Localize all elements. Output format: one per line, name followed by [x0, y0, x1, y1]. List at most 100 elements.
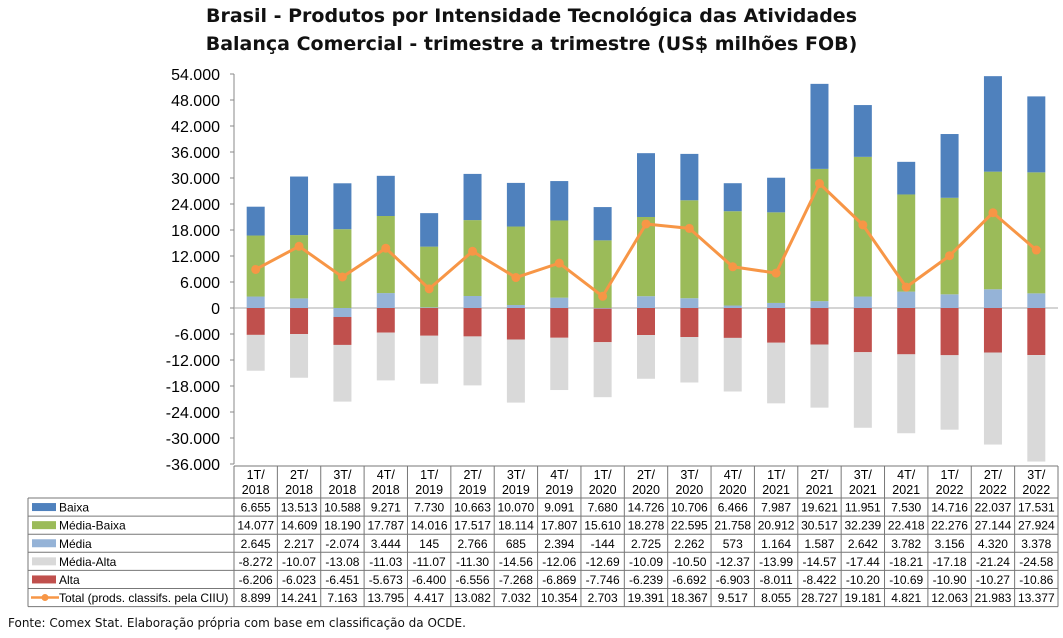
table-cell-value: 18.278 [628, 519, 665, 533]
legend-label: Baixa [59, 501, 89, 515]
table-cell-value: -13.08 [325, 555, 359, 569]
table-cell-value: -6.400 [412, 573, 446, 587]
table-cell-value: 8.055 [761, 591, 791, 605]
category-label-year: 2021 [892, 483, 920, 497]
table-cell-value: -7.268 [499, 573, 533, 587]
total-point [814, 179, 824, 189]
total-point [684, 223, 694, 233]
chart-title: Brasil - Produtos por Intensidade Tecnol… [0, 2, 1063, 58]
bar-m-dia-alta [1027, 355, 1046, 462]
table-cell-value: -8.011 [760, 573, 793, 587]
table-cell-value: 7.530 [891, 501, 921, 515]
bar-m-dia-baixa [680, 200, 699, 299]
bar-m-dia-baixa [897, 194, 916, 292]
table-cell-value: -6.451 [325, 573, 359, 587]
table-cell-value: 19.621 [801, 501, 838, 515]
total-point [1031, 245, 1041, 255]
category-label-year: 2021 [806, 483, 834, 497]
bar-m-dia-alta [463, 336, 482, 386]
total-point [468, 246, 478, 256]
table-cell-value: 7.163 [327, 591, 357, 605]
bar-m-dia-baixa [940, 197, 959, 295]
table-cell-value: 27.144 [975, 519, 1012, 533]
table-cell-value: 21.758 [714, 519, 751, 533]
total-point [554, 258, 564, 268]
bar-baixa [593, 207, 612, 241]
table-cell-value: 9.091 [544, 501, 574, 515]
bar-m-dia-baixa [767, 212, 786, 303]
table-cell-value: 27.924 [1018, 519, 1055, 533]
table-cell-value: 2.703 [588, 591, 618, 605]
bar-m-dia-alta [680, 336, 699, 383]
table-cell-value: -24.58 [1019, 555, 1053, 569]
category-label-year: 2020 [589, 483, 617, 497]
bar-alta [680, 308, 699, 337]
table-cell-value: -10.20 [846, 573, 880, 587]
table-cell-value: -21.24 [976, 555, 1010, 569]
legend-key-swatch [32, 521, 56, 530]
y-tick-label: 6.000 [180, 275, 220, 292]
table-cell-value: 14.077 [237, 519, 274, 533]
total-point [337, 272, 347, 282]
category-label-quarter: 3T/ [1027, 468, 1046, 482]
table-cell-value: -6.556 [456, 573, 490, 587]
table-cell-value: 10.354 [541, 591, 578, 605]
category-label-quarter: 2T/ [463, 468, 482, 482]
bar-m-dia-baixa [463, 220, 482, 297]
total-line-layer [251, 179, 1041, 301]
bar-baixa [680, 153, 699, 201]
y-tick-label: 54.000 [171, 67, 220, 84]
total-point [381, 243, 391, 253]
category-label-year: 2021 [849, 483, 877, 497]
bar-baixa [1027, 96, 1046, 173]
table-cell-value: 9.271 [371, 501, 401, 515]
bar-alta [463, 308, 482, 337]
table-cell-value: 4.821 [891, 591, 921, 605]
bar-m-dia [983, 289, 1002, 308]
chart-title-line-2: Balança Comercial - trimestre a trimestr… [205, 33, 858, 55]
table-cell-value: -12.37 [716, 555, 750, 569]
bar-m-dia [637, 296, 655, 308]
category-label-year: 2019 [502, 483, 530, 497]
table-cell-value: 1.587 [804, 537, 834, 551]
table-cell-value: 19.181 [844, 591, 881, 605]
table-cell-value: -17.18 [933, 555, 967, 569]
table-cell-value: 7.680 [588, 501, 618, 515]
table-cell-value: -18.21 [889, 555, 923, 569]
table-cell-value: 2.394 [544, 537, 574, 551]
bar-m-dia [420, 307, 439, 308]
legend-label: Alta [59, 573, 80, 587]
table-cell-value: 18.367 [671, 591, 708, 605]
bar-m-dia [550, 297, 569, 308]
table-cell-value: -11.30 [456, 555, 489, 569]
bar-m-dia-alta [333, 344, 352, 402]
bar-alta [290, 308, 309, 335]
bar-alta [420, 308, 439, 336]
category-label-year: 2018 [285, 483, 313, 497]
table-cell-value: 1.164 [761, 537, 791, 551]
bar-m-dia-alta [420, 335, 439, 384]
source-note: Fonte: Comex Stat. Elaboração própria co… [8, 616, 466, 630]
bar-m-dia [593, 308, 612, 309]
bar-baixa [810, 83, 829, 169]
bar-baixa [723, 183, 742, 212]
table-cell-value: -144 [591, 537, 615, 551]
category-label-year: 2021 [762, 483, 790, 497]
bar-m-dia-alta [290, 334, 309, 378]
category-label-year: 2020 [632, 483, 660, 497]
table-cell-value: 13.377 [1018, 591, 1055, 605]
bar-m-dia [723, 305, 742, 308]
table-cell-value: -5.673 [369, 573, 403, 587]
legend-key-marker [41, 594, 49, 602]
table-cell-value: 22.276 [931, 519, 968, 533]
bar-baixa [767, 177, 786, 213]
legend-key-swatch [32, 557, 56, 566]
category-label-quarter: 1T/ [420, 468, 439, 482]
table-cell-value: 7.730 [414, 501, 444, 515]
bar-m-dia [767, 302, 786, 308]
bar-m-dia [853, 296, 872, 308]
table-cell-value: 32.239 [844, 519, 881, 533]
table-cell-value: 3.156 [935, 537, 965, 551]
bar-alta [376, 308, 395, 333]
